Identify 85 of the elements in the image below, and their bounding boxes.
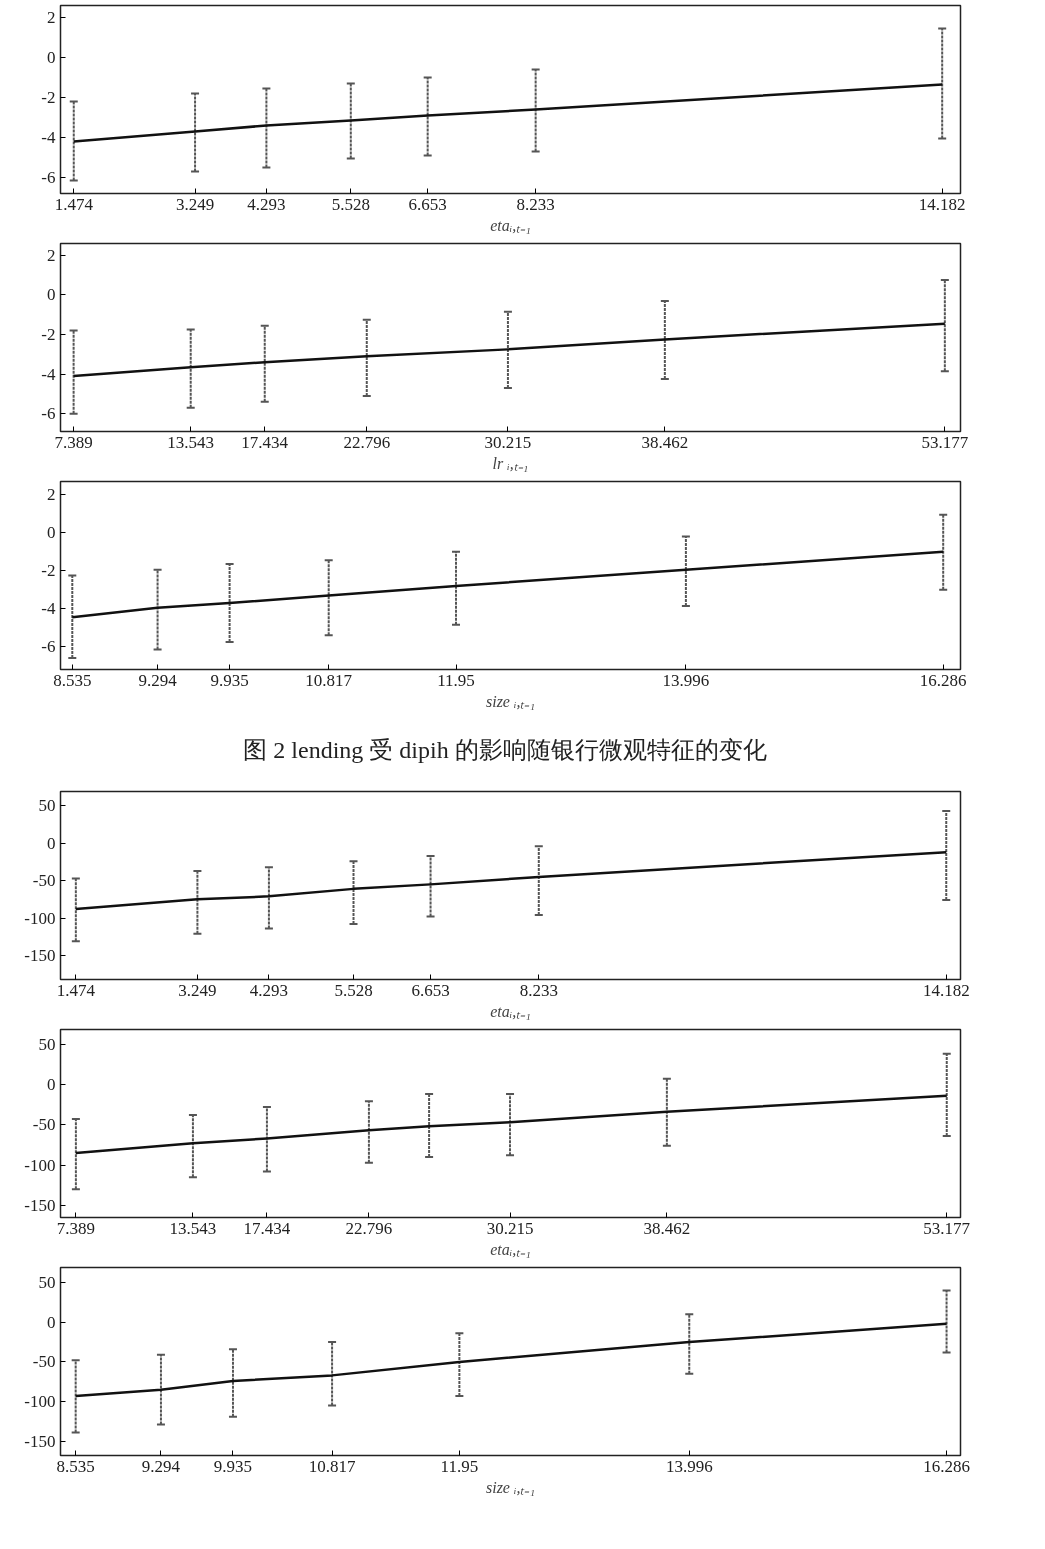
x-tick-label: 3.249 [178, 980, 217, 1000]
x-axis-title: etaᵢ,ₜ₋₁ [490, 1002, 531, 1020]
y-tick-label: -2 [41, 561, 56, 581]
y-tick-label: 2 [47, 245, 56, 265]
x-tick-label: 7.389 [56, 1218, 96, 1238]
x-tick-label: 13.543 [167, 432, 215, 452]
y-tick-label: -50 [32, 871, 56, 891]
x-tick-label: 8.535 [53, 670, 92, 690]
x-axis-title: size ᵢ,ₜ₋₁ [485, 1478, 536, 1496]
x-tick-label: 38.462 [643, 1218, 691, 1238]
x-tick-label: 9.294 [138, 670, 178, 690]
y-tick-label: -6 [41, 637, 56, 657]
y-tick-label: 0 [47, 48, 56, 67]
x-tick-label: 30.215 [486, 1218, 534, 1238]
x-tick-label: 22.796 [343, 432, 391, 452]
y-tick-label: -50 [32, 1352, 56, 1372]
y-tick-label: -150 [24, 1431, 56, 1451]
x-tick-label: 10.817 [308, 1456, 356, 1476]
x-tick-label: 9.935 [213, 1456, 253, 1476]
x-tick-label: 11.95 [440, 1456, 479, 1476]
line-series [72, 322, 947, 378]
x-tick-label: 6.653 [408, 194, 447, 214]
y-tick-label: -100 [24, 1392, 56, 1412]
y-tick-label: 0 [47, 285, 56, 305]
x-tick-label: 4.293 [247, 194, 286, 214]
x-tick-label: 8.233 [519, 980, 558, 1000]
x-tick-label: 17.434 [241, 432, 289, 452]
y-tick-label: 2 [47, 8, 56, 27]
y-tick-label: 50 [38, 796, 56, 816]
y-tick-label: -100 [24, 908, 56, 928]
x-tick-label: 4.293 [249, 980, 289, 1000]
y-tick-label: -6 [41, 168, 56, 187]
x-axis-title: size ᵢ,ₜ₋₁ [485, 692, 536, 710]
x-tick-label: 22.796 [345, 1218, 393, 1238]
y-tick-label: 0 [47, 523, 56, 543]
x-tick-label: 8.535 [56, 1456, 95, 1476]
x-tick-label: 14.182 [918, 194, 966, 214]
x-tick-label: 1.474 [56, 980, 96, 1000]
x-tick-label: 14.182 [922, 980, 970, 1000]
x-tick-label: 3.249 [175, 194, 215, 214]
y-tick-label: -100 [24, 1155, 56, 1175]
y-tick-label: -150 [24, 946, 56, 966]
x-tick-label: 13.996 [665, 1456, 713, 1476]
x-tick-label: 5.528 [334, 980, 373, 1000]
y-tick-label: -4 [41, 128, 56, 147]
x-tick-label: 13.543 [169, 1218, 217, 1238]
y-tick-label: 0 [47, 833, 56, 853]
x-tick-label: 53.177 [923, 1218, 971, 1238]
x-axis-title: lr ᵢ,ₜ₋₁ [492, 454, 529, 472]
x-tick-label: 17.434 [243, 1218, 291, 1238]
line-series [71, 550, 945, 619]
x-axis-title: etaᵢ,ₜ₋₁ [490, 216, 531, 234]
x-tick-label: 30.215 [484, 432, 532, 452]
y-tick-label: 50 [38, 1273, 56, 1293]
y-tick-label: 50 [38, 1034, 56, 1054]
x-tick-label: 13.996 [662, 670, 710, 690]
x-tick-label: 11.95 [437, 670, 475, 690]
y-tick-label: 0 [47, 1312, 56, 1332]
x-tick-label: 16.286 [919, 670, 967, 690]
x-tick-label: 9.935 [210, 670, 249, 690]
x-tick-label: 7.389 [54, 432, 93, 452]
y-tick-label: -4 [41, 364, 56, 384]
caption: 图 2 lending 受 dipih 的影响随银行微观特征的变化 [243, 736, 767, 765]
line-series [72, 83, 944, 143]
x-tick-label: 10.817 [305, 670, 353, 690]
line-series [74, 1322, 948, 1398]
y-tick-label: 2 [47, 485, 56, 505]
x-tick-label: 9.294 [141, 1456, 181, 1476]
x-axis-title: etaᵢ,ₜ₋₁ [490, 1240, 531, 1258]
y-tick-label: 0 [47, 1074, 56, 1094]
x-tick-label: 8.233 [516, 194, 555, 214]
x-tick-label: 5.528 [331, 194, 370, 214]
y-tick-label: -50 [32, 1115, 56, 1135]
x-tick-label: 6.653 [411, 980, 450, 1000]
y-tick-label: -2 [41, 325, 56, 345]
y-tick-label: -2 [41, 88, 56, 107]
y-tick-label: -4 [41, 599, 56, 619]
x-tick-label: 1.474 [54, 194, 94, 214]
y-tick-label: -150 [24, 1195, 56, 1215]
x-tick-label: 38.462 [641, 432, 689, 452]
y-tick-label: -6 [41, 404, 56, 424]
x-tick-label: 53.177 [921, 432, 969, 452]
line-series [74, 850, 948, 911]
x-tick-label: 16.286 [923, 1456, 970, 1476]
line-series [74, 1094, 948, 1155]
